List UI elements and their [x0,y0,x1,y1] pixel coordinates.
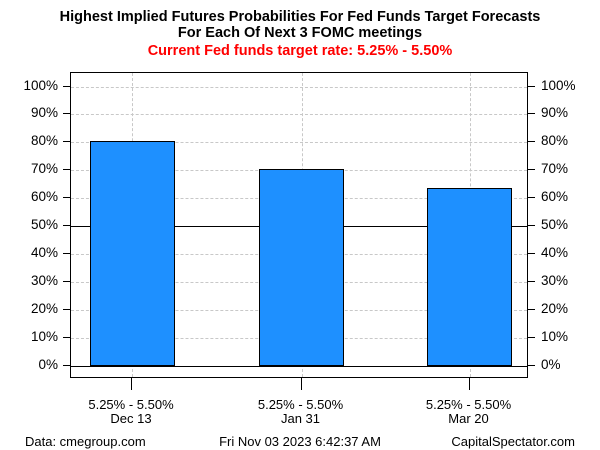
x-axis-label-rate: 5.25% - 5.50% [257,397,344,412]
y-tick-right-80 [528,141,535,143]
footer-timestamp: Fri Nov 03 2023 6:42:37 AM [219,434,381,449]
x-axis-label-rate: 5.25% - 5.50% [425,397,512,412]
y-tick-left-80 [63,141,70,143]
x-axis-label-mar-20: 5.25% - 5.50% Mar 20 [426,398,511,426]
y-tick-left-40 [63,253,70,255]
y-tick-label-right-50: 50% [541,217,569,233]
y-tick-left-30 [63,281,70,283]
y-tick-label-right-90: 90% [541,105,569,121]
x-axis-label-date: Mar 20 [448,411,489,426]
y-tick-label-left-0: 0% [38,357,58,372]
x-axis-label-jan-31: 5.25% - 5.50% Jan 31 [258,398,343,426]
y-tick-label-right-40: 40% [541,245,569,261]
y-tick-label-right-70: 70% [541,161,569,177]
y-tick-label-right-20: 20% [541,301,569,317]
y-tick-left-20 [63,309,70,311]
chart-title-block: Highest Implied Futures Probabilities Fo… [0,9,600,60]
y-tick-label-left-40: 40% [30,245,58,261]
y-tick-left-90 [63,113,70,115]
y-tick-left-10 [63,337,70,339]
y-tick-label-right-10: 10% [541,329,569,345]
y-tick-label-left-50: 50% [30,217,58,233]
y-tick-label-left-90: 90% [30,105,58,121]
chart-subtitle: Current Fed funds target rate: 5.25% - 5… [147,43,453,59]
h-gridline-80 [71,142,527,144]
y-tick-left-50 [63,225,70,227]
y-tick-right-40 [528,253,535,255]
h-gridline-90 [71,114,527,116]
y-tick-left-70 [63,169,70,171]
x-axis-label-dec-13: 5.25% - 5.50% Dec 13 [88,398,173,426]
y-tick-label-right-100: 100% [541,77,576,93]
x-tick-3 [468,378,470,390]
y-tick-right-60 [528,197,535,199]
x-axis-label-date: Jan 31 [280,411,321,426]
y-tick-label-right-30: 30% [541,273,569,289]
bar-dec-13 [89,141,175,366]
y-tick-right-50 [528,225,535,227]
y-tick-left-100 [63,85,70,87]
y-tick-label-left-60: 60% [30,189,58,205]
x-tick-1 [131,378,132,390]
y-tick-right-0 [528,365,535,366]
y-tick-label-left-70: 70% [30,161,58,177]
y-tick-label-right-80: 80% [541,133,569,149]
chart-title-line-1: Highest Implied Futures Probabilities Fo… [59,9,541,25]
y-tick-label-left-30: 30% [30,273,58,289]
h-gridline-100 [71,86,527,88]
y-tick-right-70 [528,169,535,171]
y-tick-right-10 [528,337,535,339]
footer-data-source: Data: cmegroup.com [25,434,146,449]
y-tick-label-right-0: 0% [541,357,561,372]
y-tick-left-0 [63,365,70,366]
y-tick-right-30 [528,281,535,283]
y-tick-right-90 [528,113,535,115]
x-tick-2 [300,378,302,390]
y-tick-label-left-20: 20% [30,301,58,317]
bar-jan-31 [259,168,344,366]
x-axis-label-rate: 5.25% - 5.50% [88,397,174,412]
y-tick-label-left-80: 80% [30,133,58,149]
y-tick-label-left-100: 100% [23,77,58,93]
y-tick-label-right-60: 60% [541,189,569,205]
bar-mar-20 [427,187,512,366]
y-tick-left-60 [63,197,70,199]
plot-area [70,72,528,378]
footer-site-credit: CapitalSpectator.com [451,434,575,449]
y-tick-label-left-10: 10% [30,329,58,345]
x-axis-label-date: Dec 13 [110,411,152,426]
y-tick-right-100 [528,85,535,87]
y-tick-right-20 [528,309,535,311]
chart-title-line-2: For Each Of Next 3 FOMC meetings [177,25,423,41]
reference-line-0 [71,366,527,367]
